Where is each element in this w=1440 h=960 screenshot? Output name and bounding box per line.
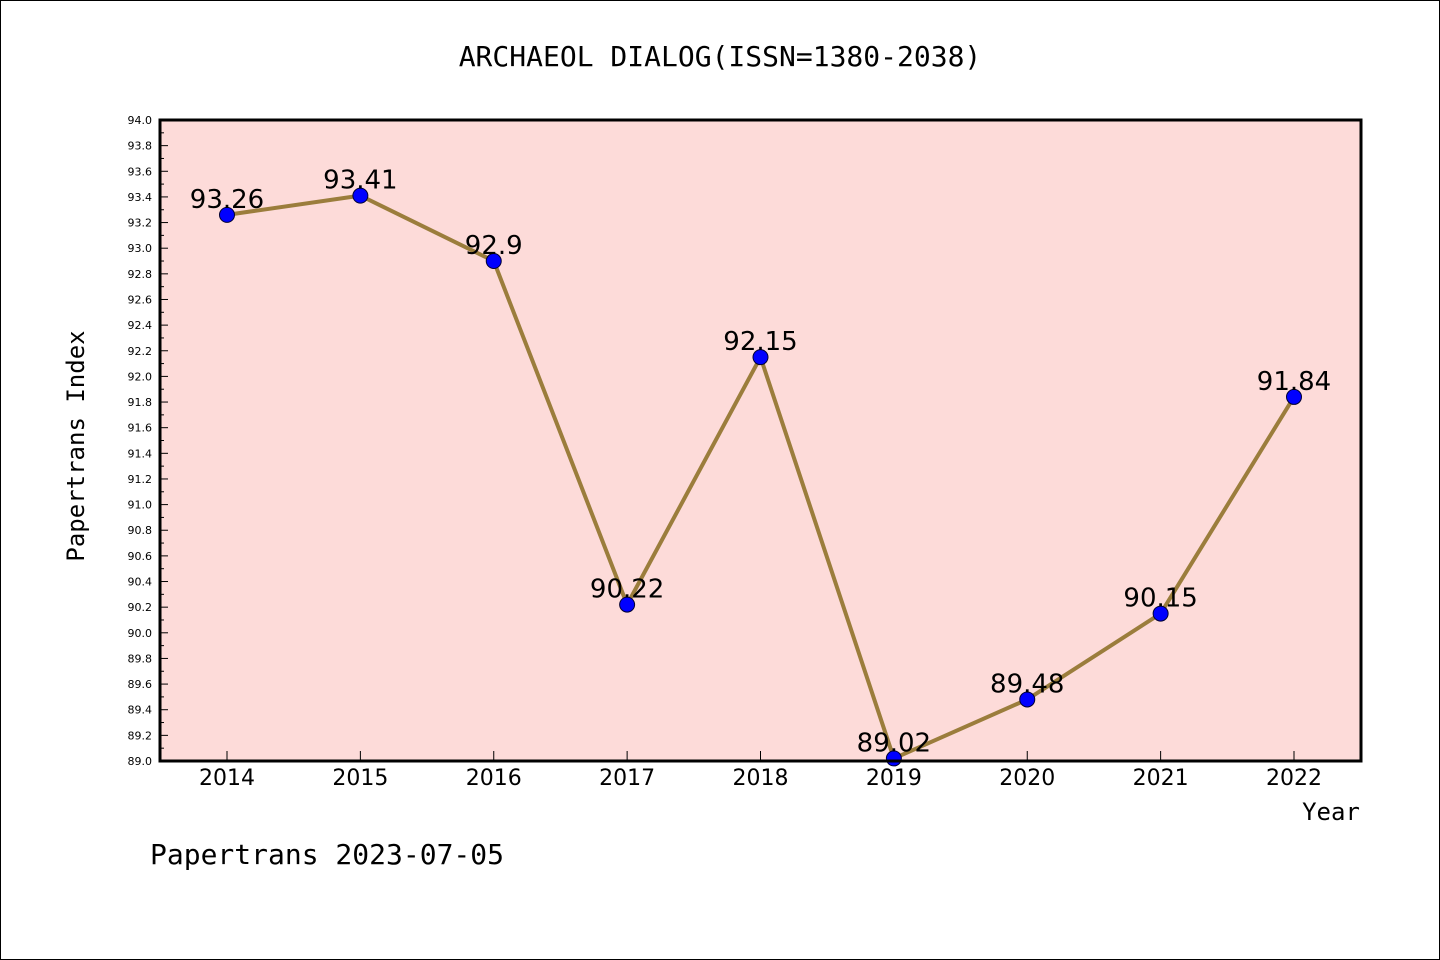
data-label: 89.48 bbox=[990, 669, 1064, 699]
y-tick-label: 93.0 bbox=[128, 242, 153, 255]
plot-border bbox=[158, 118, 1363, 763]
data-point bbox=[485, 253, 502, 270]
y-tick-label: 93.2 bbox=[128, 217, 153, 230]
data-point bbox=[352, 187, 369, 204]
data-labels: 93.26 93.41 92.9 90.22 92.15 89.02 89.48 90.15 9… bbox=[190, 166, 1331, 759]
y-tick-label: 92.2 bbox=[128, 345, 153, 358]
y-tick-label: 94.0 bbox=[128, 114, 153, 127]
x-tick-label: 2018 bbox=[733, 766, 789, 791]
data-point bbox=[752, 349, 769, 366]
data-label: 92.9 bbox=[465, 231, 523, 261]
y-tick-label: 90.0 bbox=[128, 627, 153, 640]
data-point bbox=[1286, 388, 1302, 405]
y-tick-label: 92.4 bbox=[128, 319, 153, 332]
data-point bbox=[1152, 605, 1169, 622]
y-axis-label: Papertrans Index bbox=[62, 330, 90, 561]
y-tick-label: 92.6 bbox=[128, 293, 153, 306]
x-tick-label: 2014 bbox=[199, 766, 255, 791]
y-tick-label: 90.8 bbox=[128, 524, 153, 537]
y-tick-label: 92.8 bbox=[128, 268, 153, 281]
data-label: 93.26 bbox=[190, 185, 264, 215]
y-tick-label: 91.2 bbox=[128, 473, 153, 486]
data-points bbox=[219, 187, 1302, 767]
data-label: 91.84 bbox=[1257, 367, 1331, 397]
data-point bbox=[219, 206, 235, 223]
y-tick-label: 90.6 bbox=[128, 550, 153, 563]
data-point bbox=[1019, 691, 1036, 708]
y-tick-label: 93.4 bbox=[128, 191, 153, 204]
plot-area bbox=[160, 120, 1361, 761]
data-point bbox=[619, 596, 636, 613]
y-tick-label: 91.0 bbox=[128, 499, 153, 512]
y-axis: 89.0 89.2 89.4 89.6 89.8 90.0 90.2 90.4 90.6 90.8… bbox=[128, 114, 168, 768]
x-tick-label: 2017 bbox=[599, 766, 655, 791]
y-tick-label: 91.8 bbox=[128, 396, 153, 409]
y-tick-label: 91.6 bbox=[128, 422, 153, 435]
y-tick-label: 89.2 bbox=[128, 729, 153, 742]
y-tick-label: 93.6 bbox=[128, 165, 153, 178]
y-tick-label: 90.4 bbox=[128, 576, 153, 589]
y-tick-label: 89.4 bbox=[128, 704, 153, 717]
y-tick-label: 91.4 bbox=[128, 447, 153, 460]
x-axis: 2014 2015 2016 2017 2018 2019 2020 2021 2022 bbox=[199, 751, 1322, 791]
x-tick-label: 2022 bbox=[1266, 766, 1322, 791]
x-tick-label: 2021 bbox=[1133, 766, 1189, 791]
data-label: 90.15 bbox=[1123, 584, 1197, 614]
footer-text: Papertrans 2023-07-05 bbox=[150, 838, 504, 871]
data-label: 89.02 bbox=[857, 728, 931, 758]
data-label: 90.22 bbox=[590, 575, 664, 605]
y-tick-label: 89.0 bbox=[128, 755, 153, 768]
y-tick-label: 89.8 bbox=[128, 652, 153, 665]
chart-title: ARCHAEOL DIALOG(ISSN=1380-2038) bbox=[459, 40, 982, 73]
data-label: 92.15 bbox=[723, 327, 797, 357]
y-tick-label: 89.6 bbox=[128, 678, 153, 691]
y-tick-label: 93.8 bbox=[128, 140, 153, 153]
x-axis-label: Year bbox=[1302, 798, 1360, 826]
x-tick-label: 2015 bbox=[332, 766, 388, 791]
x-tick-label: 2016 bbox=[466, 766, 522, 791]
x-tick-label: 2019 bbox=[866, 766, 922, 791]
y-tick-label: 90.2 bbox=[128, 601, 153, 614]
x-tick-label: 2020 bbox=[999, 766, 1055, 791]
y-tick-label: 92.0 bbox=[128, 370, 153, 383]
data-label: 93.41 bbox=[323, 166, 397, 196]
